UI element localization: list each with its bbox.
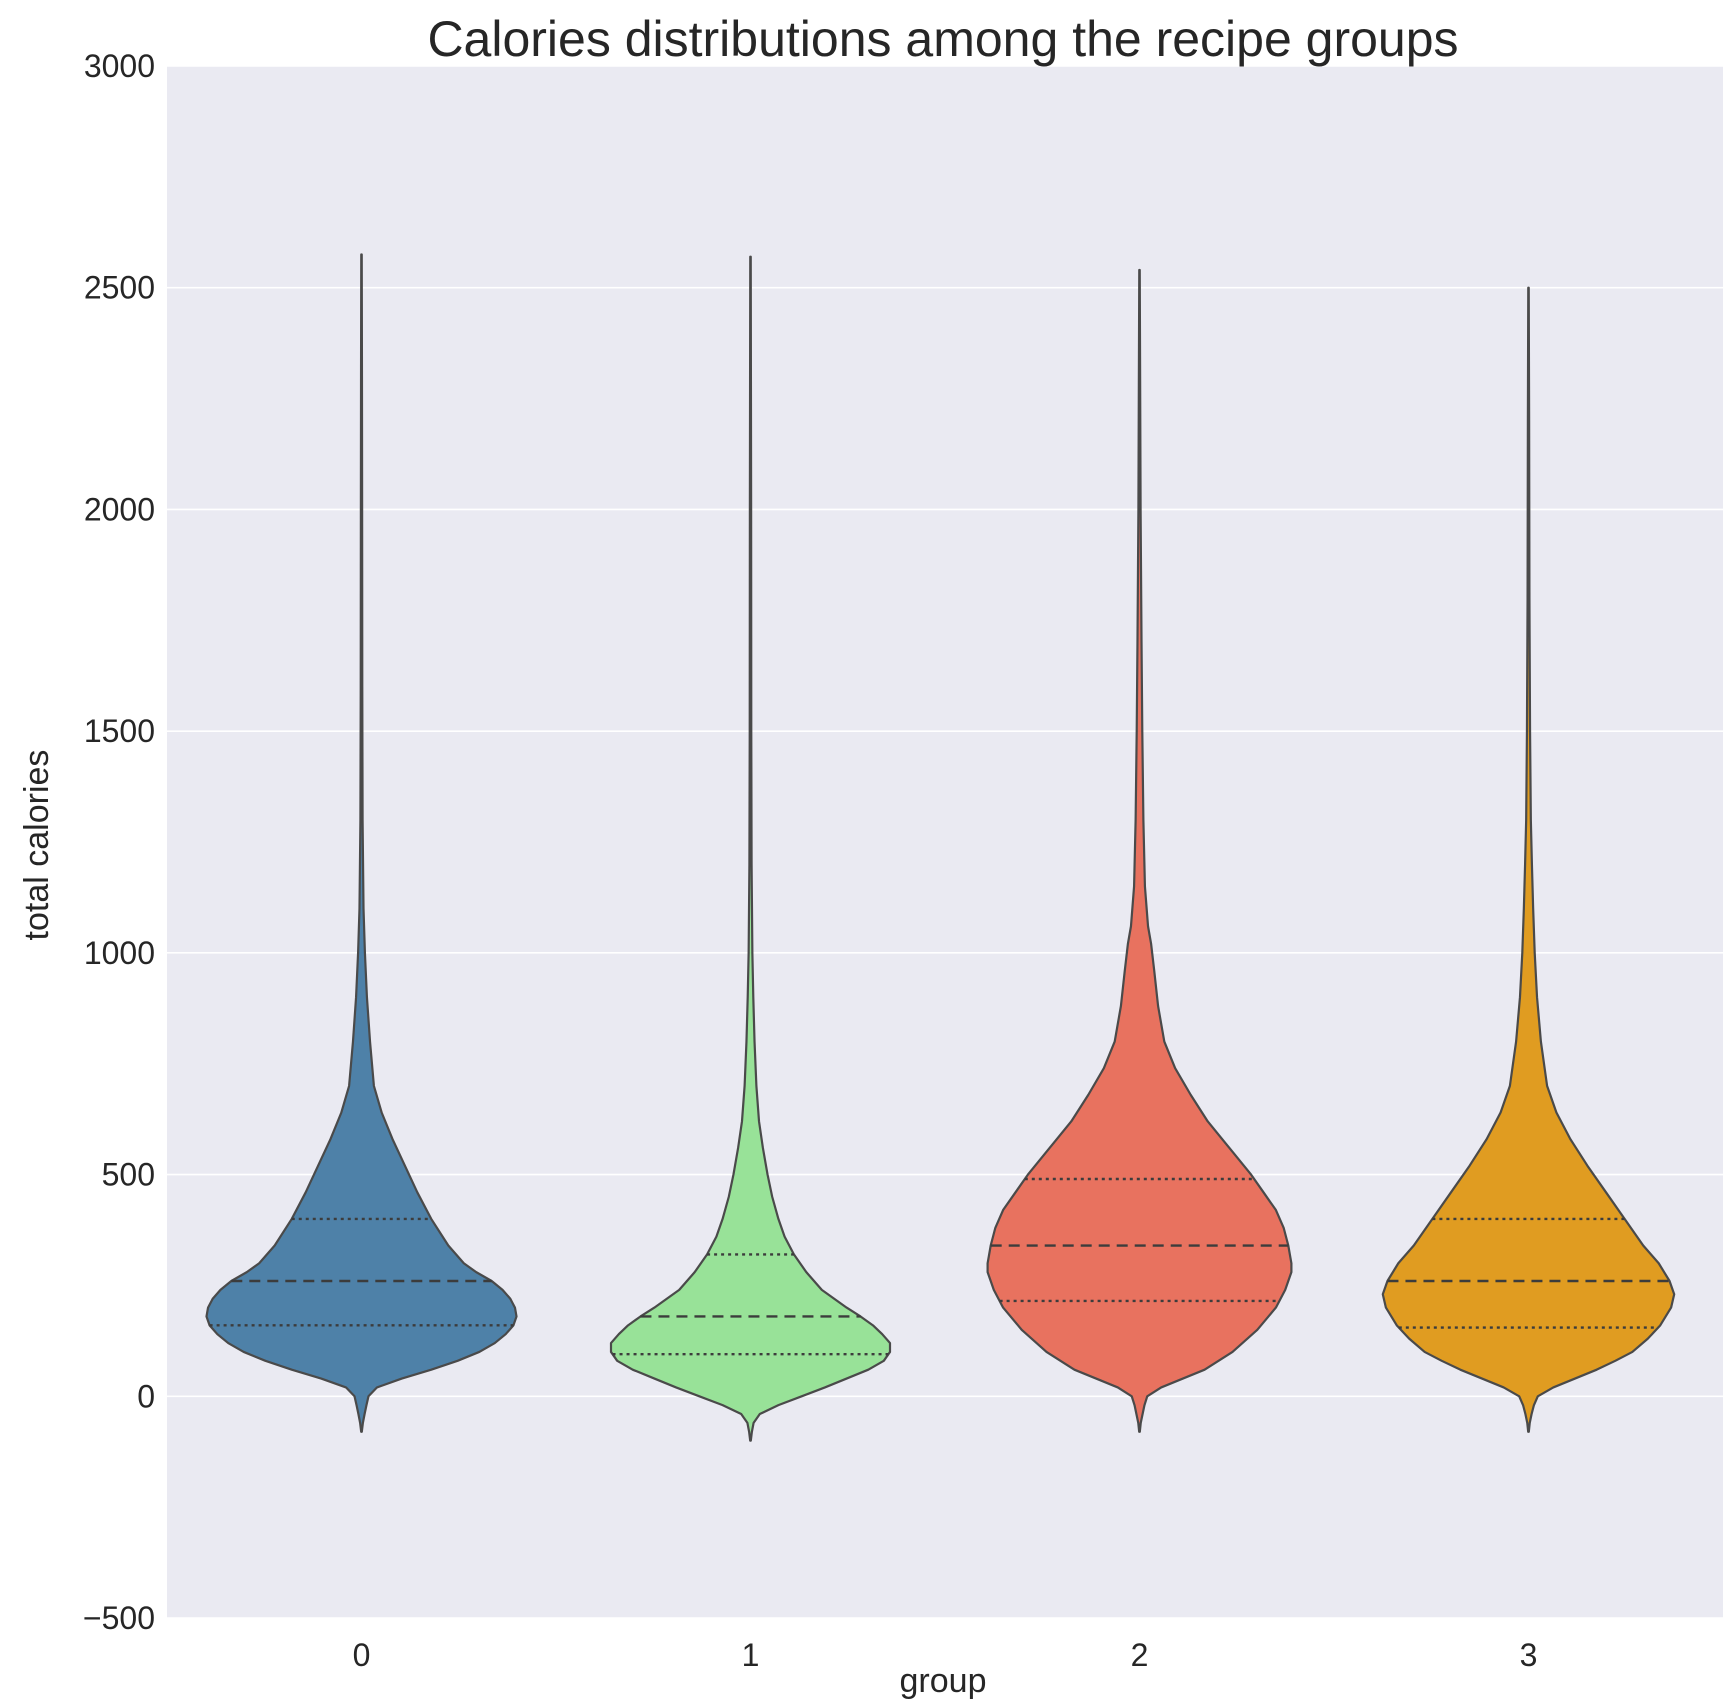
y-tick-label: 3000 — [84, 48, 155, 84]
violins — [205, 253, 1676, 1442]
y-tick-label: 0 — [137, 1378, 155, 1414]
plot-background — [167, 66, 1723, 1618]
violin-body — [986, 268, 1293, 1433]
violin-group-1 — [609, 255, 892, 1442]
x-tick-label: 1 — [742, 1637, 760, 1673]
violin-group-2 — [986, 268, 1293, 1433]
x-tick-label: 0 — [353, 1637, 371, 1673]
x-axis-label: group — [900, 1662, 987, 1700]
y-tick-label: 500 — [102, 1157, 155, 1193]
violin-body — [205, 253, 518, 1433]
violin-body — [609, 255, 892, 1442]
violin-group-3 — [1381, 286, 1676, 1433]
x-tick-label: 3 — [1520, 1637, 1538, 1673]
y-axis-label: total calories — [18, 750, 56, 941]
x-axis-ticks: 0 1 2 3 — [353, 1637, 1538, 1673]
grid-lines — [167, 65, 1723, 1619]
chart-title: Calories distributions among the recipe … — [427, 11, 1458, 67]
violin-body — [1381, 286, 1676, 1433]
y-tick-label: −500 — [83, 1600, 155, 1636]
y-tick-label: 2500 — [84, 270, 155, 306]
y-tick-label: 1500 — [84, 713, 155, 749]
violin-group-0 — [205, 253, 518, 1433]
x-tick-label: 2 — [1131, 1637, 1149, 1673]
y-axis-ticks: −500 0 500 1000 1500 2000 2500 3000 — [83, 48, 155, 1636]
y-tick-label: 2000 — [84, 491, 155, 527]
y-tick-label: 1000 — [84, 935, 155, 971]
